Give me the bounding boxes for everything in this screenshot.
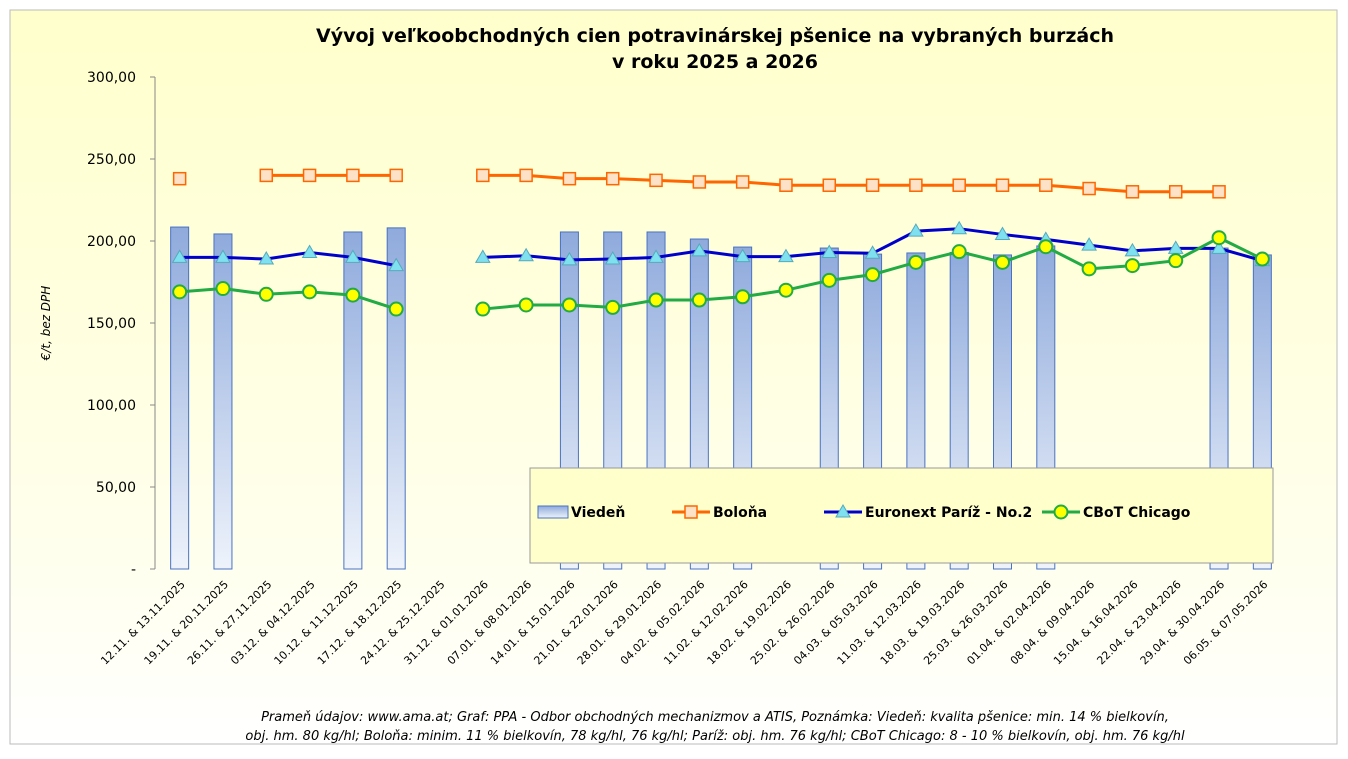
marker bbox=[389, 168, 403, 183]
marker bbox=[649, 173, 663, 188]
marker bbox=[1039, 178, 1053, 192]
legend-label: CBoT Chicago bbox=[1083, 505, 1191, 521]
marker bbox=[301, 244, 318, 258]
marker bbox=[1082, 181, 1096, 196]
marker bbox=[561, 251, 578, 266]
marker bbox=[259, 168, 274, 183]
marker bbox=[648, 292, 664, 308]
y-tick-label: - bbox=[131, 562, 136, 578]
marker bbox=[1211, 230, 1227, 246]
marker bbox=[821, 272, 837, 288]
marker bbox=[779, 178, 793, 192]
bar bbox=[343, 231, 363, 570]
marker bbox=[778, 282, 794, 298]
marker bbox=[951, 220, 968, 235]
marker bbox=[908, 223, 924, 237]
marker bbox=[908, 254, 924, 270]
marker bbox=[691, 292, 707, 308]
marker bbox=[952, 178, 966, 192]
marker bbox=[258, 286, 274, 302]
marker bbox=[648, 249, 664, 263]
marker bbox=[692, 175, 707, 189]
marker bbox=[474, 249, 491, 263]
marker bbox=[994, 226, 1011, 240]
y-tick-label: 300,00 bbox=[87, 70, 136, 86]
line bbox=[266, 173, 1220, 194]
marker bbox=[475, 301, 491, 317]
marker bbox=[864, 245, 881, 259]
marker bbox=[1081, 237, 1097, 251]
marker bbox=[388, 257, 405, 272]
legend-swatch bbox=[1053, 504, 1069, 520]
y-tick-label: 200,00 bbox=[87, 234, 136, 250]
marker bbox=[735, 289, 751, 305]
marker bbox=[172, 284, 188, 300]
legend-swatch bbox=[537, 505, 569, 519]
marker bbox=[302, 284, 318, 300]
y-tick-label: 100,00 bbox=[87, 398, 136, 414]
marker bbox=[605, 171, 620, 186]
marker bbox=[519, 168, 533, 183]
marker bbox=[909, 178, 923, 192]
bar bbox=[386, 227, 406, 570]
marker bbox=[171, 249, 188, 263]
marker bbox=[821, 244, 838, 258]
marker bbox=[604, 251, 621, 265]
legend-label: Euronext Paríž - No.2 bbox=[865, 505, 1032, 521]
legend-label: Viedeň bbox=[571, 505, 625, 521]
legend-label: Boloňa bbox=[713, 505, 767, 521]
marker bbox=[865, 267, 881, 283]
marker bbox=[1168, 185, 1183, 199]
y-tick-label: 250,00 bbox=[87, 152, 136, 168]
bar bbox=[170, 226, 190, 570]
marker bbox=[1254, 251, 1270, 267]
marker bbox=[1124, 242, 1141, 257]
chart-title: Vývoj veľkoobchodných cien potravinárske… bbox=[316, 25, 1114, 47]
y-tick-label: 150,00 bbox=[87, 316, 136, 332]
chart-title: v roku 2025 a 2026 bbox=[612, 51, 818, 73]
marker bbox=[734, 248, 751, 263]
marker bbox=[215, 249, 231, 263]
marker bbox=[605, 299, 621, 315]
marker bbox=[345, 287, 361, 303]
marker bbox=[1081, 261, 1097, 277]
marker bbox=[951, 244, 967, 260]
marker bbox=[346, 168, 360, 183]
marker bbox=[1124, 258, 1140, 274]
marker bbox=[1125, 185, 1140, 199]
marker bbox=[1168, 253, 1184, 269]
legend-swatch bbox=[835, 504, 851, 518]
legend-swatch bbox=[684, 505, 698, 519]
marker bbox=[1038, 239, 1054, 255]
marker bbox=[1211, 240, 1227, 254]
marker bbox=[865, 178, 880, 192]
bar bbox=[213, 233, 233, 570]
marker bbox=[561, 297, 577, 313]
marker bbox=[822, 178, 837, 192]
marker bbox=[388, 301, 404, 317]
marker bbox=[518, 297, 534, 313]
marker bbox=[215, 281, 231, 297]
marker bbox=[735, 175, 750, 189]
marker bbox=[302, 168, 317, 183]
marker bbox=[258, 251, 275, 265]
marker bbox=[691, 242, 708, 257]
marker bbox=[345, 249, 361, 263]
marker bbox=[562, 171, 577, 186]
marker bbox=[1212, 185, 1226, 199]
marker bbox=[518, 247, 534, 262]
y-axis-label: €/t, bez DPH bbox=[39, 286, 53, 362]
legend-box bbox=[529, 467, 1274, 564]
footnote: Prameň údajov: www.ama.at; Graf: PPA - O… bbox=[261, 710, 1169, 725]
y-tick-label: 50,00 bbox=[96, 480, 136, 496]
marker bbox=[995, 254, 1010, 270]
marker bbox=[476, 168, 490, 183]
marker bbox=[995, 178, 1010, 192]
marker bbox=[778, 248, 794, 263]
footnote: obj. hm. 80 kg/hl; Boloňa: minim. 11 % b… bbox=[245, 729, 1185, 744]
marker bbox=[172, 171, 187, 186]
